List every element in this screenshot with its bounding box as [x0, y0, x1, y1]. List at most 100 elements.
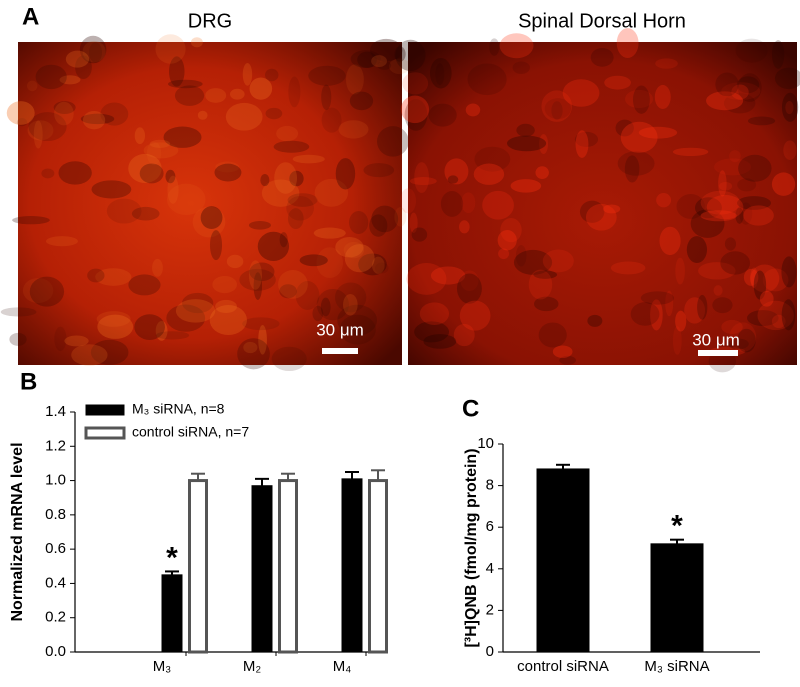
texture	[659, 226, 681, 256]
texture	[414, 321, 450, 343]
texture	[551, 101, 563, 120]
texture	[16, 118, 28, 127]
texture	[638, 126, 678, 139]
texture	[624, 89, 654, 109]
texture	[143, 142, 179, 159]
texture	[429, 57, 452, 89]
texture	[155, 331, 190, 340]
texture	[737, 196, 771, 210]
texture	[182, 292, 214, 314]
texture	[729, 150, 741, 163]
texture	[395, 39, 426, 72]
texture	[271, 346, 307, 372]
texture	[97, 314, 134, 339]
texture	[316, 247, 344, 279]
texture	[482, 190, 514, 220]
texture	[155, 320, 168, 341]
texture	[9, 332, 27, 346]
texture	[0, 307, 37, 317]
texture	[212, 275, 237, 294]
texture	[374, 262, 389, 274]
texture	[286, 195, 314, 221]
texture	[541, 90, 573, 122]
texture	[759, 291, 774, 307]
texture	[656, 192, 672, 208]
texture	[54, 326, 67, 352]
texture	[369, 214, 388, 237]
texture	[279, 284, 297, 299]
texture	[90, 339, 129, 365]
texture	[400, 188, 417, 214]
texture	[737, 178, 757, 192]
texture	[58, 161, 92, 185]
texture	[96, 311, 131, 327]
texture	[499, 33, 534, 59]
y-tick-label: 4	[486, 560, 494, 577]
texture	[544, 98, 571, 120]
texture	[344, 244, 375, 273]
texture	[152, 258, 163, 277]
texture	[528, 269, 553, 300]
texture	[552, 345, 573, 358]
panel-label: A	[22, 3, 39, 30]
texture	[41, 168, 55, 179]
y-tick-label: 10	[477, 435, 494, 452]
texture	[467, 63, 507, 96]
texture	[672, 147, 709, 157]
bar	[188, 479, 208, 654]
texture	[620, 121, 658, 153]
texture	[314, 178, 349, 207]
texture	[400, 95, 430, 124]
texture	[762, 268, 789, 292]
x-tick-label: M₃	[153, 658, 172, 675]
texture	[456, 273, 482, 304]
significance-marker: *	[671, 510, 683, 543]
y-tick-label: 0.6	[45, 540, 66, 557]
texture	[87, 268, 105, 283]
texture	[750, 267, 759, 289]
texture	[785, 100, 794, 115]
texture	[489, 38, 500, 56]
texture	[510, 179, 542, 193]
texture	[59, 75, 81, 85]
texture	[239, 268, 276, 291]
texture	[562, 79, 600, 107]
texture	[287, 208, 304, 229]
texture	[423, 334, 457, 349]
texture	[167, 175, 179, 204]
texture	[278, 269, 308, 299]
legend-label: M₃ siRNA, n=8	[132, 401, 225, 417]
texture	[106, 198, 142, 224]
texture	[313, 227, 346, 239]
texture	[320, 297, 331, 317]
texture	[345, 64, 364, 95]
texture	[261, 179, 300, 207]
texture	[700, 210, 737, 222]
texture	[209, 230, 223, 261]
texture	[316, 288, 349, 321]
texture	[274, 162, 298, 194]
texture	[248, 260, 263, 290]
legend-label: control siRNA, n=7	[132, 424, 249, 440]
texture	[585, 203, 617, 231]
texture	[89, 42, 102, 63]
texture	[149, 139, 171, 148]
texture	[460, 270, 479, 291]
texture	[675, 257, 685, 285]
texture	[33, 120, 43, 149]
texture	[575, 130, 589, 158]
texture	[54, 101, 74, 126]
texture	[292, 154, 325, 164]
texture	[146, 141, 162, 165]
texture	[720, 251, 751, 275]
texture	[265, 107, 283, 120]
texture	[616, 28, 639, 58]
texture	[65, 50, 90, 68]
texture	[453, 323, 475, 347]
texture	[260, 174, 270, 187]
texture	[672, 326, 682, 355]
texture	[91, 180, 132, 199]
texture	[736, 76, 760, 94]
texture	[82, 110, 106, 130]
